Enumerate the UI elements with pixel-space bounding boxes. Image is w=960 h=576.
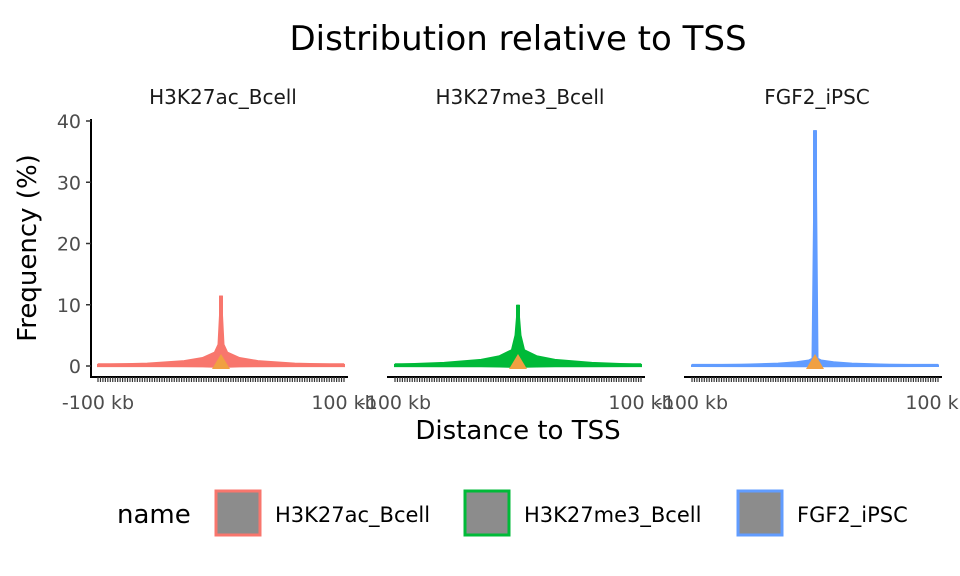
tss-marker xyxy=(806,354,824,369)
x-tick-label: 100 kb xyxy=(905,392,960,414)
y-tick-label: 30 xyxy=(57,172,81,194)
legend-label: H3K27me3_Bcell xyxy=(524,503,701,528)
series-peak xyxy=(219,295,223,366)
legend-title: name xyxy=(117,500,191,530)
legend-swatch xyxy=(214,489,262,537)
x-tick-label: -100 kb xyxy=(359,392,431,414)
legend-swatch xyxy=(463,489,511,537)
x-tick-label: 100 kb xyxy=(311,392,376,414)
tss-marker xyxy=(212,354,230,369)
legend-label: H3K27ac_Bcell xyxy=(275,503,430,528)
series-peak xyxy=(516,304,520,366)
series-peak xyxy=(813,130,817,366)
tss-marker xyxy=(509,354,527,369)
x-tick-label: -100 kb xyxy=(656,392,728,414)
y-tick-label: 20 xyxy=(57,234,81,256)
facet-strip-label: H3K27ac_Bcell xyxy=(149,85,297,109)
legend-swatch xyxy=(736,489,784,537)
x-axis-title: Distance to TSS xyxy=(415,416,620,446)
x-tick-label: -100 kb xyxy=(62,392,134,414)
y-axis-title: Frequency (%) xyxy=(13,154,43,342)
y-tick-label: 40 xyxy=(57,111,81,133)
y-tick-label: 10 xyxy=(57,295,81,317)
chart-title: Distribution relative to TSS xyxy=(289,19,746,59)
legend-label: FGF2_iPSC xyxy=(797,503,908,528)
facet-strip-label: FGF2_iPSC xyxy=(764,85,870,109)
x-tick-label: 100 kb xyxy=(608,392,673,414)
y-tick-label: 0 xyxy=(69,356,81,378)
facet-strip-label: H3K27me3_Bcell xyxy=(436,85,605,109)
